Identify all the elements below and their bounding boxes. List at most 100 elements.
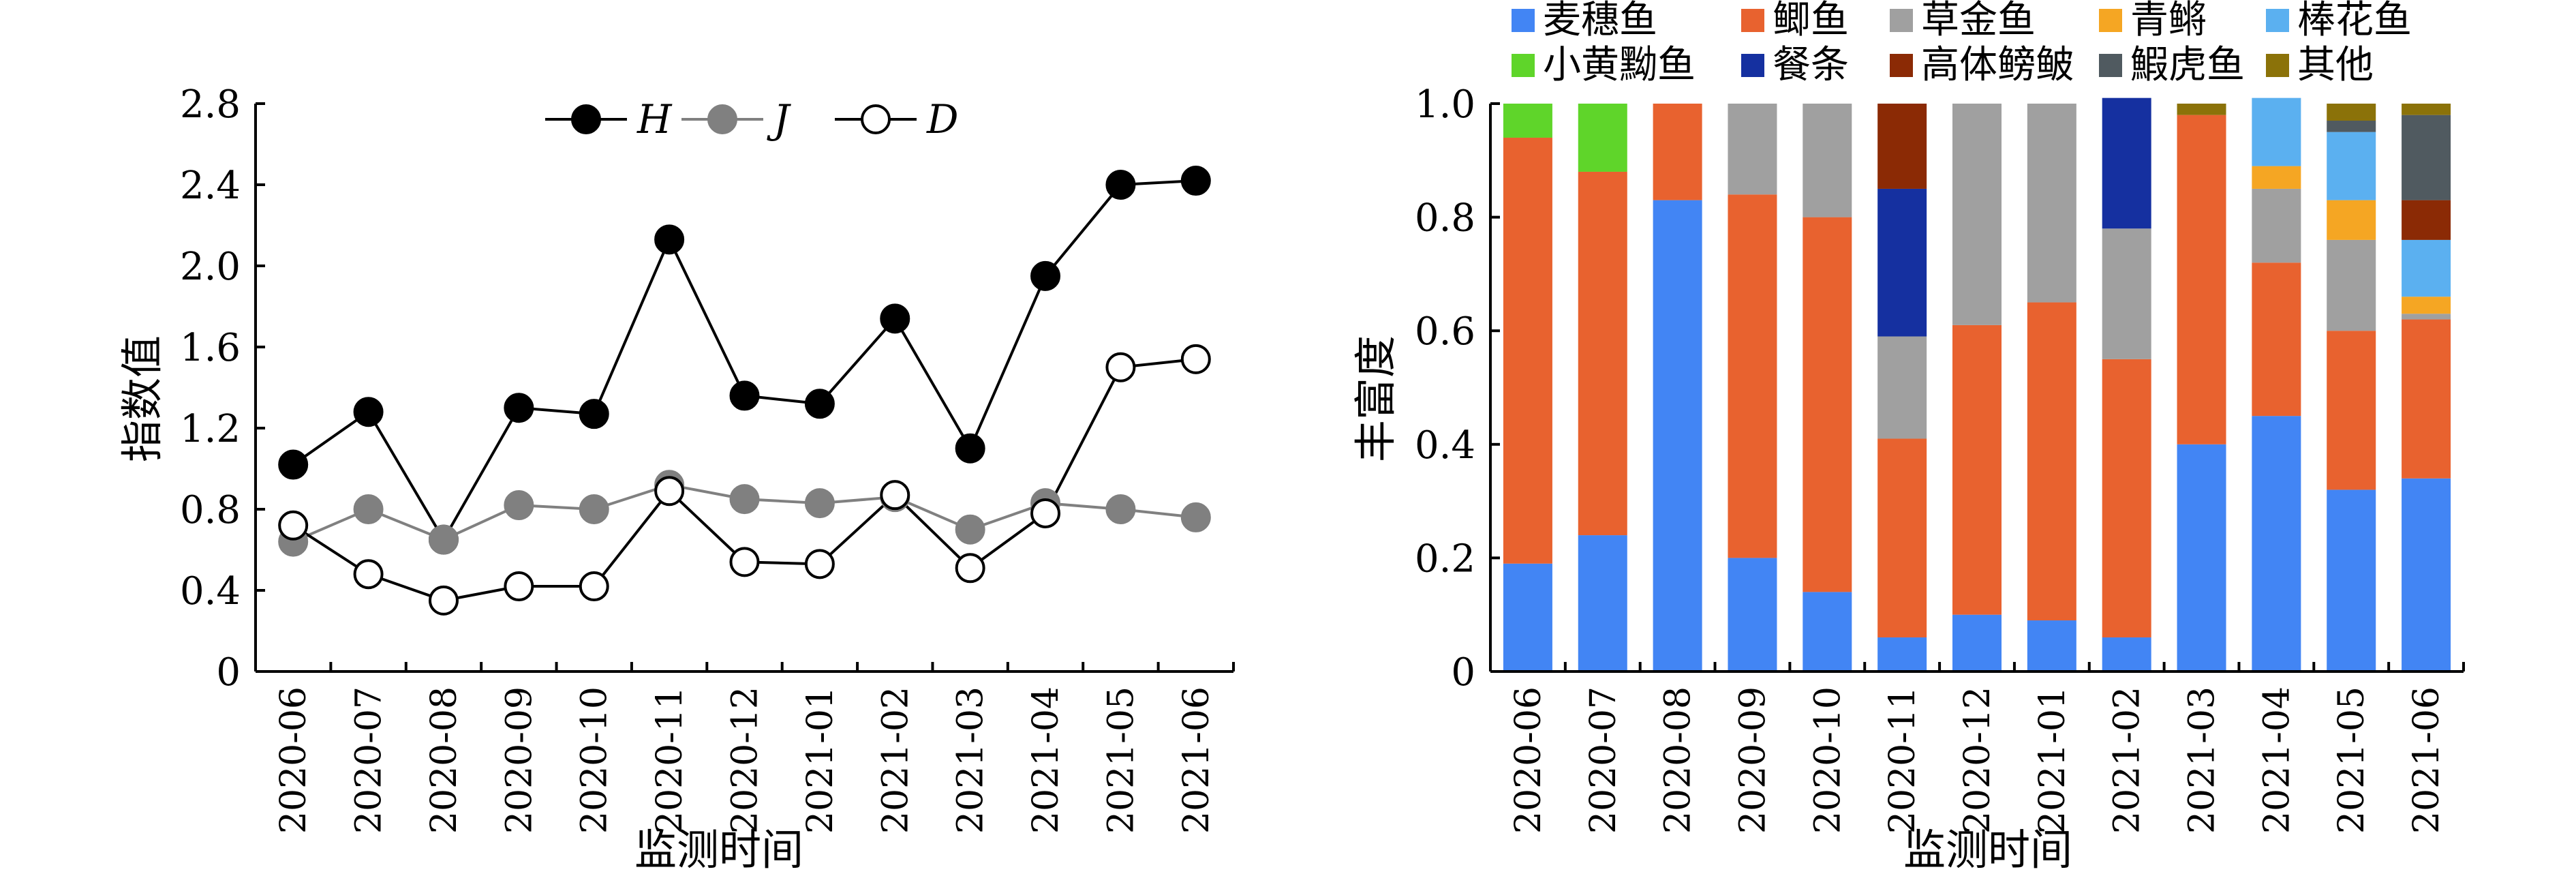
bar-segment-麦穗鱼	[2027, 620, 2076, 671]
data-point-D	[1105, 352, 1136, 382]
bar-segment-鲫鱼	[2102, 359, 2151, 638]
legend-marker-J	[707, 104, 737, 134]
left-y-tick-label: 0	[216, 650, 241, 695]
bar-segment-棒花鱼	[2402, 239, 2451, 297]
stacked-bar-chart-richness: 丰富度 监测时间 0 0.2 0.4 0.6 0.8 1.0 2020-06 2020-07 2…	[1351, 0, 2465, 875]
data-point-H	[278, 449, 309, 480]
left-y-tick-label: 0.8	[180, 488, 241, 532]
right-x-tick-label: 2020-11	[1882, 686, 1923, 834]
legend-marker-H	[571, 104, 601, 134]
data-point-J	[579, 494, 609, 524]
data-point-H	[1030, 260, 1061, 291]
right-x-tick-label: 2021-06	[2406, 686, 2447, 834]
bar-segment-鲫鱼	[2177, 115, 2226, 444]
left-y-tick-label: 1.6	[180, 326, 241, 370]
bar-segment-其他	[2327, 104, 2376, 121]
legend-swatch-餐条	[1741, 54, 1764, 77]
data-point-J	[804, 488, 835, 519]
legend-swatch-麦穗鱼	[1512, 9, 1535, 32]
legend-label-其他: 其他	[2297, 43, 2374, 87]
legend-label-H: H	[637, 96, 673, 142]
data-point-D	[579, 571, 609, 602]
bar-segment-鲫鱼	[2402, 319, 2451, 479]
data-point-J	[729, 484, 760, 515]
bar-segment-其他	[2402, 104, 2451, 115]
bar-segment-鲫鱼	[1653, 104, 1702, 200]
data-point-H	[804, 389, 835, 419]
bar-segment-鲫鱼	[2027, 302, 2076, 621]
data-point-D	[1030, 498, 1061, 528]
left-x-tick-label: 2021-02	[875, 686, 916, 834]
left-x-tick-label: 2021-05	[1101, 686, 1141, 834]
data-point-D	[278, 510, 309, 541]
data-point-D	[353, 559, 384, 590]
right-y-axis-label: 丰富度	[1351, 335, 1400, 462]
legend-swatch-高体鳑鲏	[1890, 54, 1913, 77]
legend-swatch-棒花鱼	[2266, 9, 2289, 32]
data-point-D	[1180, 344, 1211, 374]
bar-segment-麦穗鱼	[1653, 200, 1702, 671]
bar-segment-鰕虎鱼	[2402, 115, 2451, 200]
bar-segment-鰕虎鱼	[2327, 120, 2376, 132]
legend-label-餐条: 餐条	[1773, 43, 1849, 87]
bar-segment-高体鳑鲏	[1877, 104, 1927, 189]
bar-segment-小黄黝鱼	[1578, 104, 1627, 172]
bar-segment-小黄黝鱼	[1503, 104, 1552, 138]
legend-swatch-鰕虎鱼	[2099, 54, 2122, 77]
right-x-tick-label: 2020-12	[1957, 686, 1998, 834]
right-x-tick-label: 2021-03	[2182, 686, 2223, 834]
data-point-H	[654, 224, 685, 255]
left-y-tick-label: 2.4	[180, 164, 241, 208]
bar-segment-餐条	[2102, 97, 2151, 229]
left-x-tick-label: 2021-06	[1176, 686, 1217, 834]
bar-segment-草金鱼	[2252, 188, 2301, 263]
right-x-tick-label: 2020-06	[1508, 686, 1549, 834]
bar-segment-草金鱼	[2402, 314, 2451, 320]
left-x-tick-label: 2020-12	[725, 686, 766, 834]
bar-segment-青鳉	[2252, 166, 2301, 189]
bar-segment-草金鱼	[1877, 336, 1927, 439]
right-x-tick-label: 2021-04	[2256, 686, 2297, 834]
bar-segment-麦穗鱼	[1877, 637, 1927, 671]
left-x-tick-label: 2021-01	[800, 686, 841, 834]
bar-segment-鲫鱼	[2327, 331, 2376, 490]
legend-swatch-鲫鱼	[1741, 9, 1764, 32]
bar-segment-棒花鱼	[2252, 97, 2301, 166]
left-x-tick-label: 2020-08	[424, 686, 465, 834]
bar-segment-草金鱼	[1803, 104, 1852, 217]
legend-marker-D	[861, 104, 891, 134]
bar-segment-鲫鱼	[1728, 194, 1777, 558]
legend-label-鲫鱼: 鲫鱼	[1773, 0, 1849, 42]
bar-segment-高体鳑鲏	[2402, 200, 2451, 240]
bar-segment-麦穗鱼	[1503, 563, 1552, 671]
data-point-D	[729, 547, 760, 577]
legend-swatch-青鳉	[2099, 9, 2122, 32]
data-point-H	[1105, 170, 1136, 200]
bar-segment-麦穗鱼	[2102, 637, 2151, 671]
left-y-axis-label: 指数值	[117, 335, 167, 462]
right-x-tick-label: 2021-02	[2107, 686, 2148, 834]
bar-segment-鲫鱼	[1578, 171, 1627, 536]
legend-label-草金鱼: 草金鱼	[1921, 0, 2036, 42]
legend-label-鰕虎鱼: 鰕虎鱼	[2130, 43, 2245, 87]
bar-segment-草金鱼	[2027, 104, 2076, 303]
data-point-D	[804, 549, 835, 579]
data-point-H	[955, 433, 985, 464]
left-x-tick-label: 2020-09	[499, 686, 540, 834]
left-x-tick-label: 2021-03	[951, 686, 992, 834]
left-y-tick-label: 2.0	[180, 245, 241, 289]
right-x-tick-label: 2020-09	[1732, 686, 1773, 834]
right-y-tick-label: 0.8	[1415, 196, 1475, 241]
data-point-J	[353, 494, 384, 524]
data-point-H	[579, 399, 609, 429]
left-y-tick-label: 2.8	[180, 82, 241, 127]
right-x-tick-label: 2021-05	[2331, 686, 2372, 834]
bar-segment-鲫鱼	[1803, 217, 1852, 592]
bar-segment-草金鱼	[1952, 104, 2002, 325]
data-point-H	[880, 303, 910, 334]
right-y-tick-label: 0.6	[1415, 309, 1475, 354]
legend-swatch-草金鱼	[1890, 9, 1913, 32]
data-point-J	[504, 490, 534, 521]
legend-label-小黄黝鱼: 小黄黝鱼	[1543, 43, 1696, 87]
